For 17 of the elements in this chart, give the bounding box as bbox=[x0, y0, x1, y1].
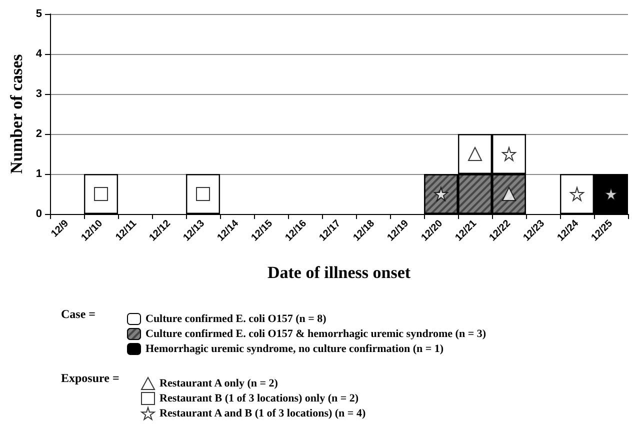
legend-label: Culture confirmed E. coli O157 & hemorrhagic uremic syndrome (n = 3) bbox=[146, 328, 486, 340]
x-axis-title: Date of illness onset bbox=[267, 263, 411, 282]
x-tick-label: 12/9 bbox=[49, 218, 72, 240]
text: Case = bbox=[61, 307, 96, 321]
y-tick-label: 0 bbox=[36, 208, 42, 220]
text: Exposure = bbox=[61, 371, 120, 385]
y-tick-label: 5 bbox=[36, 8, 42, 20]
y-axis-title: Number of cases bbox=[7, 54, 26, 174]
legend-label: Hemorrhagic uremic syndrome, no culture confirmation (n = 1) bbox=[146, 343, 444, 355]
y-tick-label: 4 bbox=[36, 48, 43, 60]
legend-label: Restaurant B (1 of 3 locations) only (n = 2) bbox=[160, 392, 359, 404]
y-tick-label: 2 bbox=[36, 128, 42, 140]
y-tick-label: 1 bbox=[36, 168, 42, 180]
legend-label: Culture confirmed E. coli O157 (n = 8) bbox=[146, 313, 327, 325]
legend-label: Restaurant A only (n = 2) bbox=[160, 378, 278, 390]
legend-label: Restaurant A and B (1 of 3 locations) (n = 4) bbox=[160, 408, 366, 420]
y-tick-label: 3 bbox=[36, 88, 42, 100]
